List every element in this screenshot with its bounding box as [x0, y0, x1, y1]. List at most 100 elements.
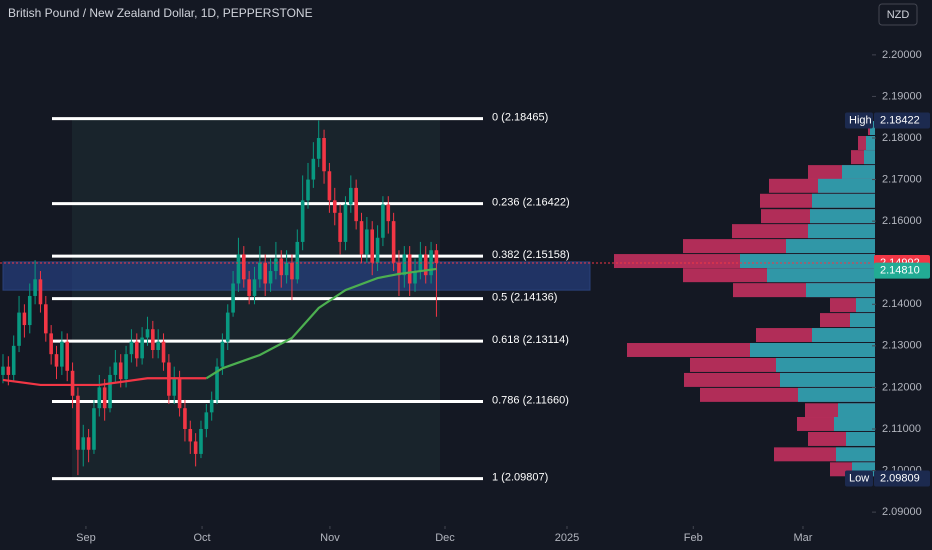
x-tick-label: Mar	[793, 532, 812, 544]
candle-body	[332, 200, 337, 213]
candle-body	[102, 387, 107, 409]
candle-body	[97, 387, 102, 409]
volume-up	[846, 431, 875, 446]
fib-label: 0.618 (2.13114)	[492, 334, 569, 346]
candle-body	[49, 333, 53, 355]
candle-body	[204, 412, 209, 429]
candle-body	[1, 366, 5, 375]
candle-body	[322, 138, 326, 172]
x-tick-label: Dec	[435, 532, 455, 544]
volume-up	[850, 313, 875, 328]
price-tag-label: 2.18422	[880, 114, 920, 126]
volume-up	[808, 224, 875, 239]
price-tag-label: 2.14810	[880, 265, 920, 277]
candle-body	[386, 204, 391, 222]
candle-body	[129, 341, 134, 355]
candle-body	[76, 395, 80, 450]
candle-body	[375, 237, 380, 263]
candle-body	[338, 212, 342, 242]
volume-up	[812, 328, 875, 343]
candle-body	[391, 221, 396, 263]
price-tag	[874, 470, 930, 487]
candle-body	[295, 241, 300, 280]
candle-body	[199, 428, 203, 454]
currency-label[interactable]: NZD	[887, 9, 910, 21]
candle-body	[311, 158, 316, 180]
y-tick-label: 2.18000	[882, 132, 922, 144]
candle-body	[92, 408, 96, 450]
moving-average	[205, 267, 437, 380]
candle-body	[27, 295, 32, 326]
candle-body	[188, 428, 193, 442]
candle-body	[60, 341, 64, 367]
x-tick-label: Sep	[76, 532, 96, 544]
candle-body	[118, 362, 123, 380]
volume-up	[740, 254, 875, 269]
candle-body	[429, 250, 433, 276]
candle-body	[434, 250, 439, 264]
currency-button[interactable]	[878, 3, 918, 26]
candle-body	[423, 254, 428, 276]
volume-up	[750, 343, 875, 357]
moving-average	[2, 377, 207, 387]
volume-up	[812, 193, 875, 208]
candle-body	[349, 187, 353, 205]
candle-body	[413, 271, 417, 284]
candle-body	[365, 229, 369, 255]
candle-body	[241, 254, 246, 280]
candle-body	[268, 271, 273, 284]
candle-body	[183, 408, 187, 429]
price-tag-name-box	[845, 112, 873, 129]
y-tick-label: 2.17000	[882, 173, 922, 185]
y-tick-label: 2.13000	[882, 340, 922, 352]
candle-body	[70, 370, 75, 396]
plot: 0 (2.18465) 0.236 (2.16422) 0.382 (2.15158…	[1, 112, 875, 483]
fib-label: 0.236 (2.16422)	[492, 197, 570, 209]
candle-body	[316, 138, 321, 159]
candle-body	[220, 341, 225, 367]
candle-body	[231, 283, 235, 313]
price-tag-name: Low	[849, 472, 869, 484]
candle-body	[284, 262, 289, 276]
y-tick-label: 2.12000	[882, 381, 922, 393]
candle-body	[11, 345, 16, 375]
candle-body	[193, 441, 198, 454]
candle-body	[177, 379, 182, 409]
candle-body	[151, 329, 155, 350]
candle-body	[161, 341, 166, 363]
candle-body	[215, 366, 219, 400]
candle-body	[38, 279, 43, 305]
fib-label: 0 (2.18465)	[492, 112, 548, 124]
candle-body	[113, 362, 118, 375]
candle-body	[225, 312, 230, 342]
price-tag	[874, 112, 930, 129]
price-tag-label: 2.09809	[880, 472, 920, 484]
volume-up	[776, 357, 875, 372]
x-tick-label: Nov	[320, 532, 340, 544]
volume-up	[866, 136, 875, 150]
y-tick-label: 2.11000	[882, 423, 921, 435]
candle-body	[343, 204, 348, 242]
candle-body	[54, 354, 59, 367]
candle-body	[247, 279, 251, 296]
x-tick-label: 2025	[555, 532, 579, 544]
volume-up	[786, 239, 875, 254]
candle-body	[124, 354, 128, 380]
y-tick-label: 2.14000	[882, 298, 922, 310]
candle-body	[258, 262, 262, 280]
candle-body	[44, 304, 48, 334]
candle-body	[354, 187, 358, 222]
candle-body	[81, 437, 86, 450]
y-tick-label: 2.20000	[882, 49, 922, 61]
volume-up	[870, 121, 875, 136]
candle-body	[279, 258, 284, 276]
x-tick-label: Oct	[193, 532, 210, 544]
candle-body	[236, 254, 241, 284]
price-tag-name-box	[845, 470, 873, 487]
volume-up	[806, 283, 875, 298]
chart-title: British Pound / New Zealand Dollar, 1D, …	[8, 6, 313, 20]
candle-body	[145, 329, 150, 338]
candle-body	[290, 262, 294, 280]
candle-body	[300, 200, 305, 242]
candle-body	[407, 254, 412, 284]
